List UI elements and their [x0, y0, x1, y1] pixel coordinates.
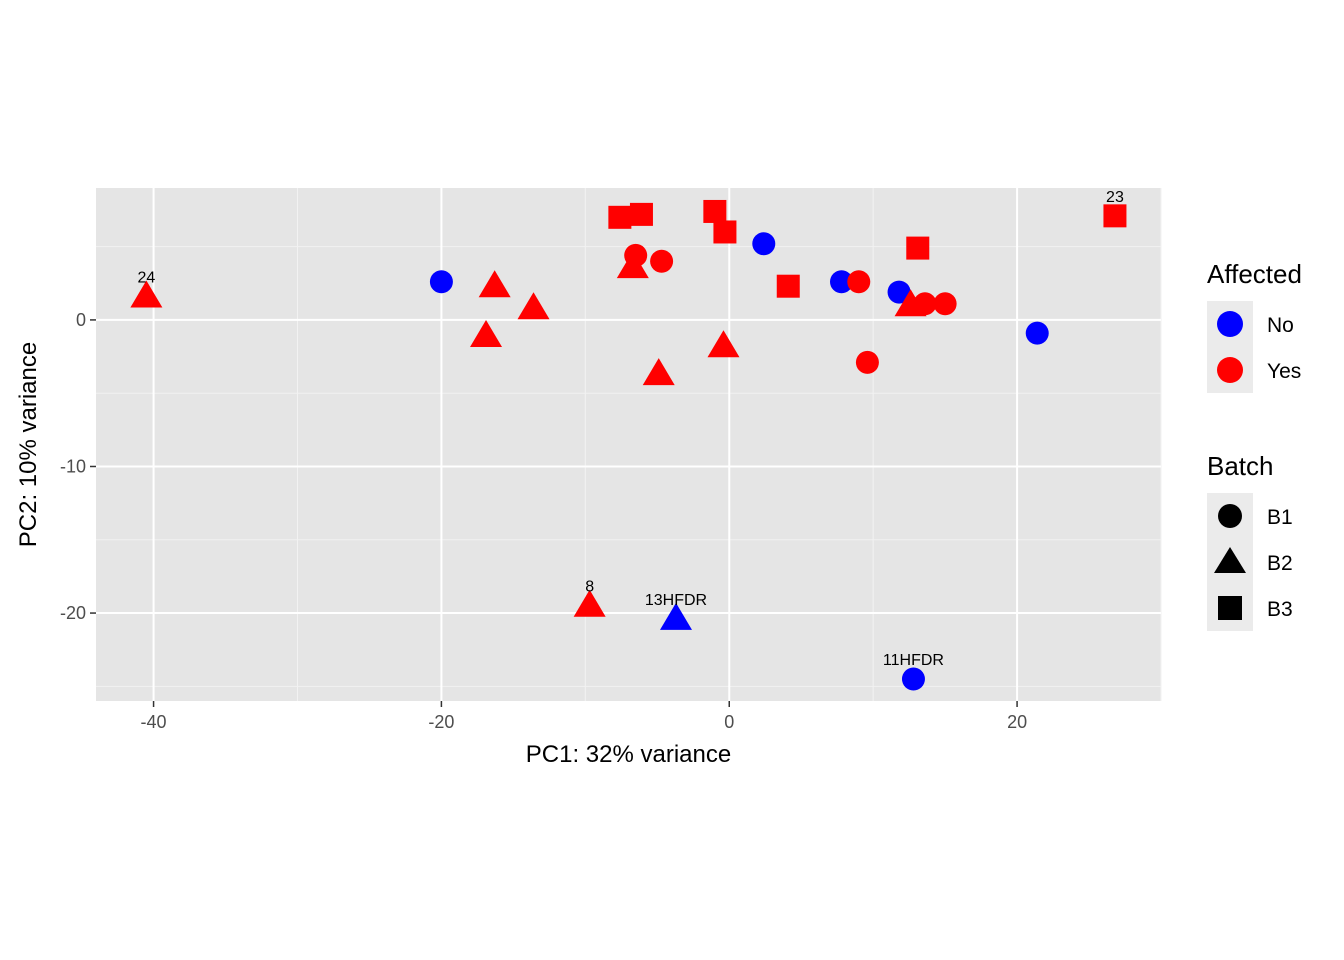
y-tick-label-2: -20: [60, 603, 86, 623]
grid-major: [96, 188, 1161, 701]
point-label-26: 8: [585, 579, 594, 596]
point-triangle-3: [470, 320, 503, 348]
point-square-11: [703, 199, 727, 223]
point-circle-16: [830, 270, 853, 294]
legend-label-b3: B3: [1267, 598, 1293, 621]
grid-minor: [96, 188, 1162, 701]
point-circle-21: [913, 292, 937, 316]
point-label-28: 11HFDR: [883, 652, 944, 669]
x-tick-label-2: 0: [724, 712, 734, 732]
point-triangle-2: [478, 270, 511, 298]
y-tick-label-0: 0: [76, 310, 86, 330]
x-axis-title: PC1: 32% variance: [526, 741, 731, 768]
point-triangle-26: [573, 589, 606, 617]
y-axis-title: PC2: 10% variance: [15, 342, 42, 547]
legend-affected: Affected No Yes: [1207, 259, 1302, 393]
point-circle-23: [933, 292, 957, 316]
point-circle-19: [887, 280, 911, 304]
point-square-6: [629, 202, 653, 226]
x-tick-label-0: -40: [141, 712, 167, 732]
point-circle-9: [650, 249, 674, 273]
x-axis: -40 -20 0 20: [141, 701, 1027, 732]
point-square-15: [776, 274, 800, 298]
legend-batch-title: Batch: [1207, 451, 1274, 481]
legend-label-yes: Yes: [1267, 360, 1301, 383]
point-triangle-4: [517, 292, 550, 320]
data-points: [130, 199, 1127, 691]
point-circle-18: [855, 350, 879, 374]
x-tick-label-3: 20: [1007, 712, 1027, 732]
legend-key-b3-square: [1218, 596, 1242, 620]
point-label-25: 23: [1106, 189, 1124, 206]
point-label-0: 24: [137, 269, 155, 286]
legend-label-b2: B2: [1267, 552, 1293, 575]
point-square-22: [906, 236, 930, 260]
legend-key-no-circle: [1217, 311, 1243, 337]
point-square-12: [713, 220, 737, 244]
legend-label-b1: B1: [1267, 506, 1293, 529]
legend-label-no: No: [1267, 314, 1294, 337]
point-triangle-27: [659, 602, 692, 630]
x-tick-label-1: -20: [428, 712, 454, 732]
point-triangle-13: [707, 330, 740, 358]
legend-key-b2-triangle: [1214, 547, 1246, 573]
legend-affected-title: Affected: [1207, 259, 1302, 289]
point-circle-1: [429, 270, 453, 294]
point-circle-17: [847, 270, 871, 294]
point-triangle-0: [130, 280, 163, 308]
point-circle-28: [901, 667, 925, 691]
point-label-27: 13HFDR: [645, 592, 707, 609]
legend-key-yes-circle: [1217, 357, 1243, 383]
legend-batch: Batch B1 B2 B3: [1207, 451, 1293, 631]
point-labels: 24 23 8 13HFDR 11HFDR: [137, 189, 1123, 669]
point-circle-14: [752, 232, 776, 256]
point-circle-24: [1025, 321, 1049, 345]
y-tick-label-1: -10: [60, 456, 86, 476]
legend-key-b1-circle: [1218, 504, 1242, 528]
y-axis: 0 -10 -20: [60, 310, 96, 623]
point-triangle-10: [642, 358, 675, 386]
point-triangle-8: [616, 251, 649, 279]
point-square-5: [608, 205, 632, 229]
point-square-25: [1103, 204, 1127, 228]
